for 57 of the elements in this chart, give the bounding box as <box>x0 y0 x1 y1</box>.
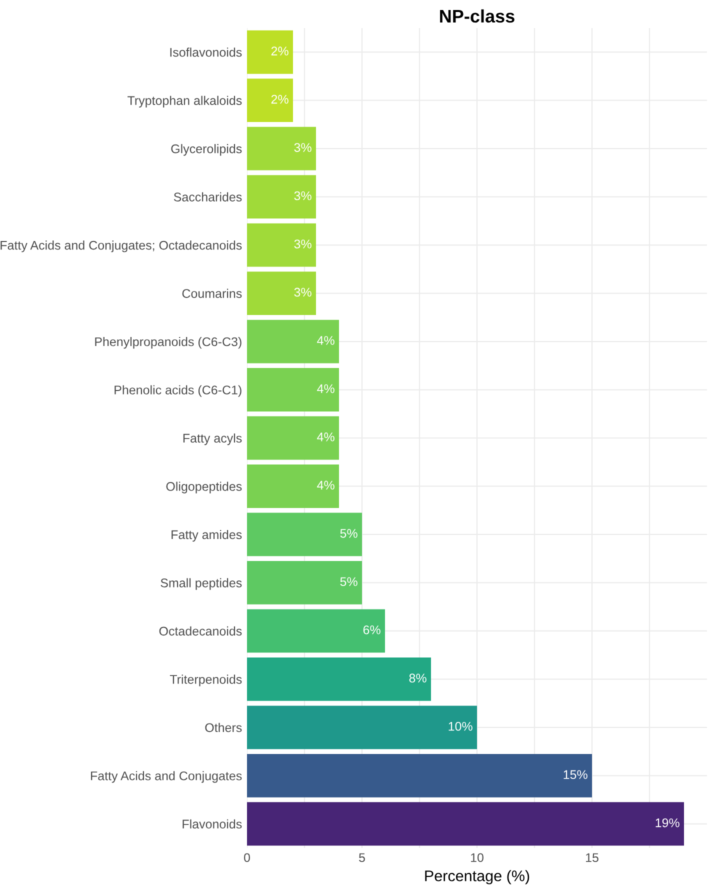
y-tick-label: Coumarins <box>182 288 242 298</box>
y-tick-label: Others <box>205 722 242 732</box>
x-axis-title: Percentage (%) <box>425 870 530 884</box>
y-tick-label: Fatty acyls <box>183 433 242 446</box>
data-label: 3% <box>294 191 312 200</box>
data-label: 3% <box>294 143 312 152</box>
bar <box>247 416 339 460</box>
bar <box>247 657 431 701</box>
data-label: 4% <box>317 480 334 490</box>
bar <box>247 464 339 508</box>
data-label: 3% <box>294 240 312 248</box>
bar <box>247 272 316 315</box>
data-label: 6% <box>363 625 380 634</box>
y-tick-label: Flavonoids <box>182 819 242 829</box>
data-label: 2% <box>271 94 288 104</box>
data-label: 2% <box>271 46 288 56</box>
data-label: 5% <box>340 577 358 586</box>
bar <box>247 320 339 364</box>
bar <box>247 609 385 653</box>
data-label: 5% <box>340 529 358 538</box>
bar <box>247 368 339 412</box>
chart-title: NP-class <box>440 9 514 23</box>
y-tick-label: Octadecanoids <box>159 626 242 636</box>
bar <box>247 561 362 604</box>
y-tick-label: Isoflavonoids <box>170 48 242 57</box>
data-label: 19% <box>656 818 680 828</box>
y-tick-label: Fatty Acids and Conjugates <box>91 771 242 783</box>
bar <box>247 78 293 122</box>
data-label: 4% <box>317 336 334 345</box>
y-tick-label: Glycerolipids <box>171 144 242 156</box>
bar <box>247 802 684 846</box>
data-label: 4% <box>317 384 334 394</box>
x-tick-label: 0 <box>244 853 250 862</box>
data-label: 15% <box>564 770 588 780</box>
bar <box>247 126 316 170</box>
x-tick-label: 15 <box>586 853 598 862</box>
y-tick-label: Saccharides <box>174 192 242 202</box>
bar <box>247 512 362 556</box>
data-label: 8% <box>409 674 426 683</box>
bar <box>247 754 592 798</box>
y-tick-label: Phenylpropanoids (C6-C3) <box>95 337 242 349</box>
y-tick-label: Fatty Acids and Conjugates; Octadecanoids <box>0 240 242 252</box>
y-tick-label: Tryptophan alkaloids <box>128 96 242 108</box>
data-label: 3% <box>294 288 312 297</box>
y-tick-label: Oligopeptides <box>166 482 242 494</box>
bar <box>247 706 477 750</box>
y-tick-label: Triterpenoids <box>170 674 242 686</box>
bar <box>247 30 293 74</box>
bar <box>247 223 316 267</box>
y-tick-label: Fatty amides <box>172 530 242 542</box>
bar <box>247 175 316 219</box>
y-tick-label: Phenolic acids (C6-C1) <box>114 385 242 397</box>
x-tick-label: 10 <box>471 853 484 862</box>
data-label: 10% <box>448 722 472 731</box>
x-tick-label: 5 <box>359 853 365 862</box>
y-tick-label: Small peptides <box>160 578 242 590</box>
data-label: 4% <box>317 432 334 442</box>
